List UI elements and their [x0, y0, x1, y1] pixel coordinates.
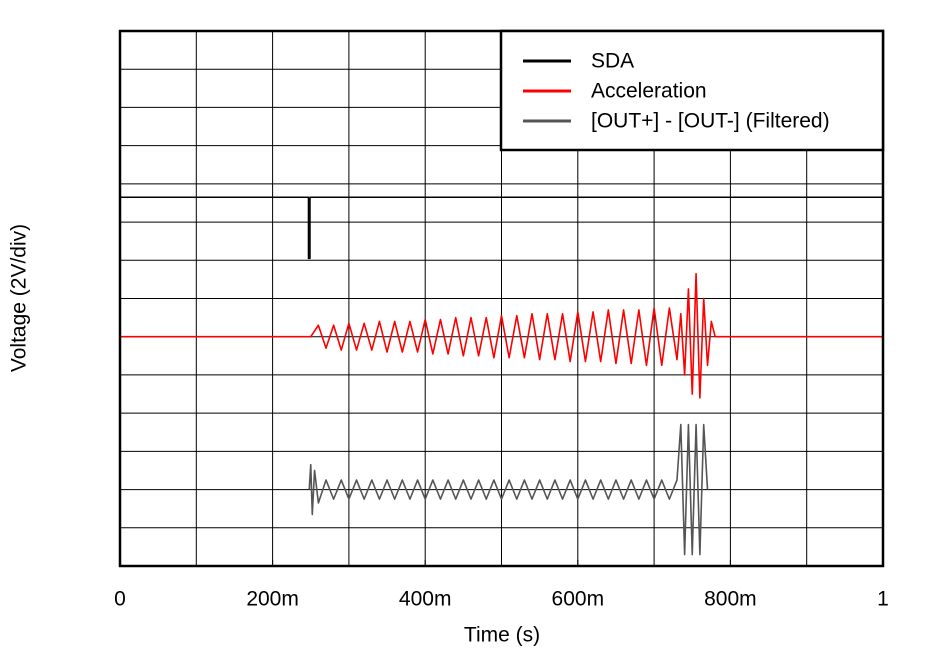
x-tick-label: 0	[114, 588, 126, 611]
series-line	[120, 272, 883, 399]
x-tick-label: 1	[877, 588, 889, 611]
series-line	[308, 423, 709, 556]
x-tick-label: 800m	[704, 588, 757, 611]
legend-label: SDA	[591, 50, 634, 73]
x-axis-label: Time (s)	[464, 624, 540, 647]
x-tick-label: 200m	[246, 588, 299, 611]
x-tick-label: 400m	[399, 588, 452, 611]
series-line	[120, 196, 883, 260]
legend-label: Acceleration	[591, 80, 707, 103]
y-axis-label: Voltage (2V/div)	[8, 224, 31, 372]
legend-label: [OUT+] - [OUT-] (Filtered)	[591, 110, 830, 133]
x-tick-label: 600m	[552, 588, 605, 611]
legend: SDA Acceleration [OUT+] - [OUT-] (Filtered…	[499, 29, 885, 152]
